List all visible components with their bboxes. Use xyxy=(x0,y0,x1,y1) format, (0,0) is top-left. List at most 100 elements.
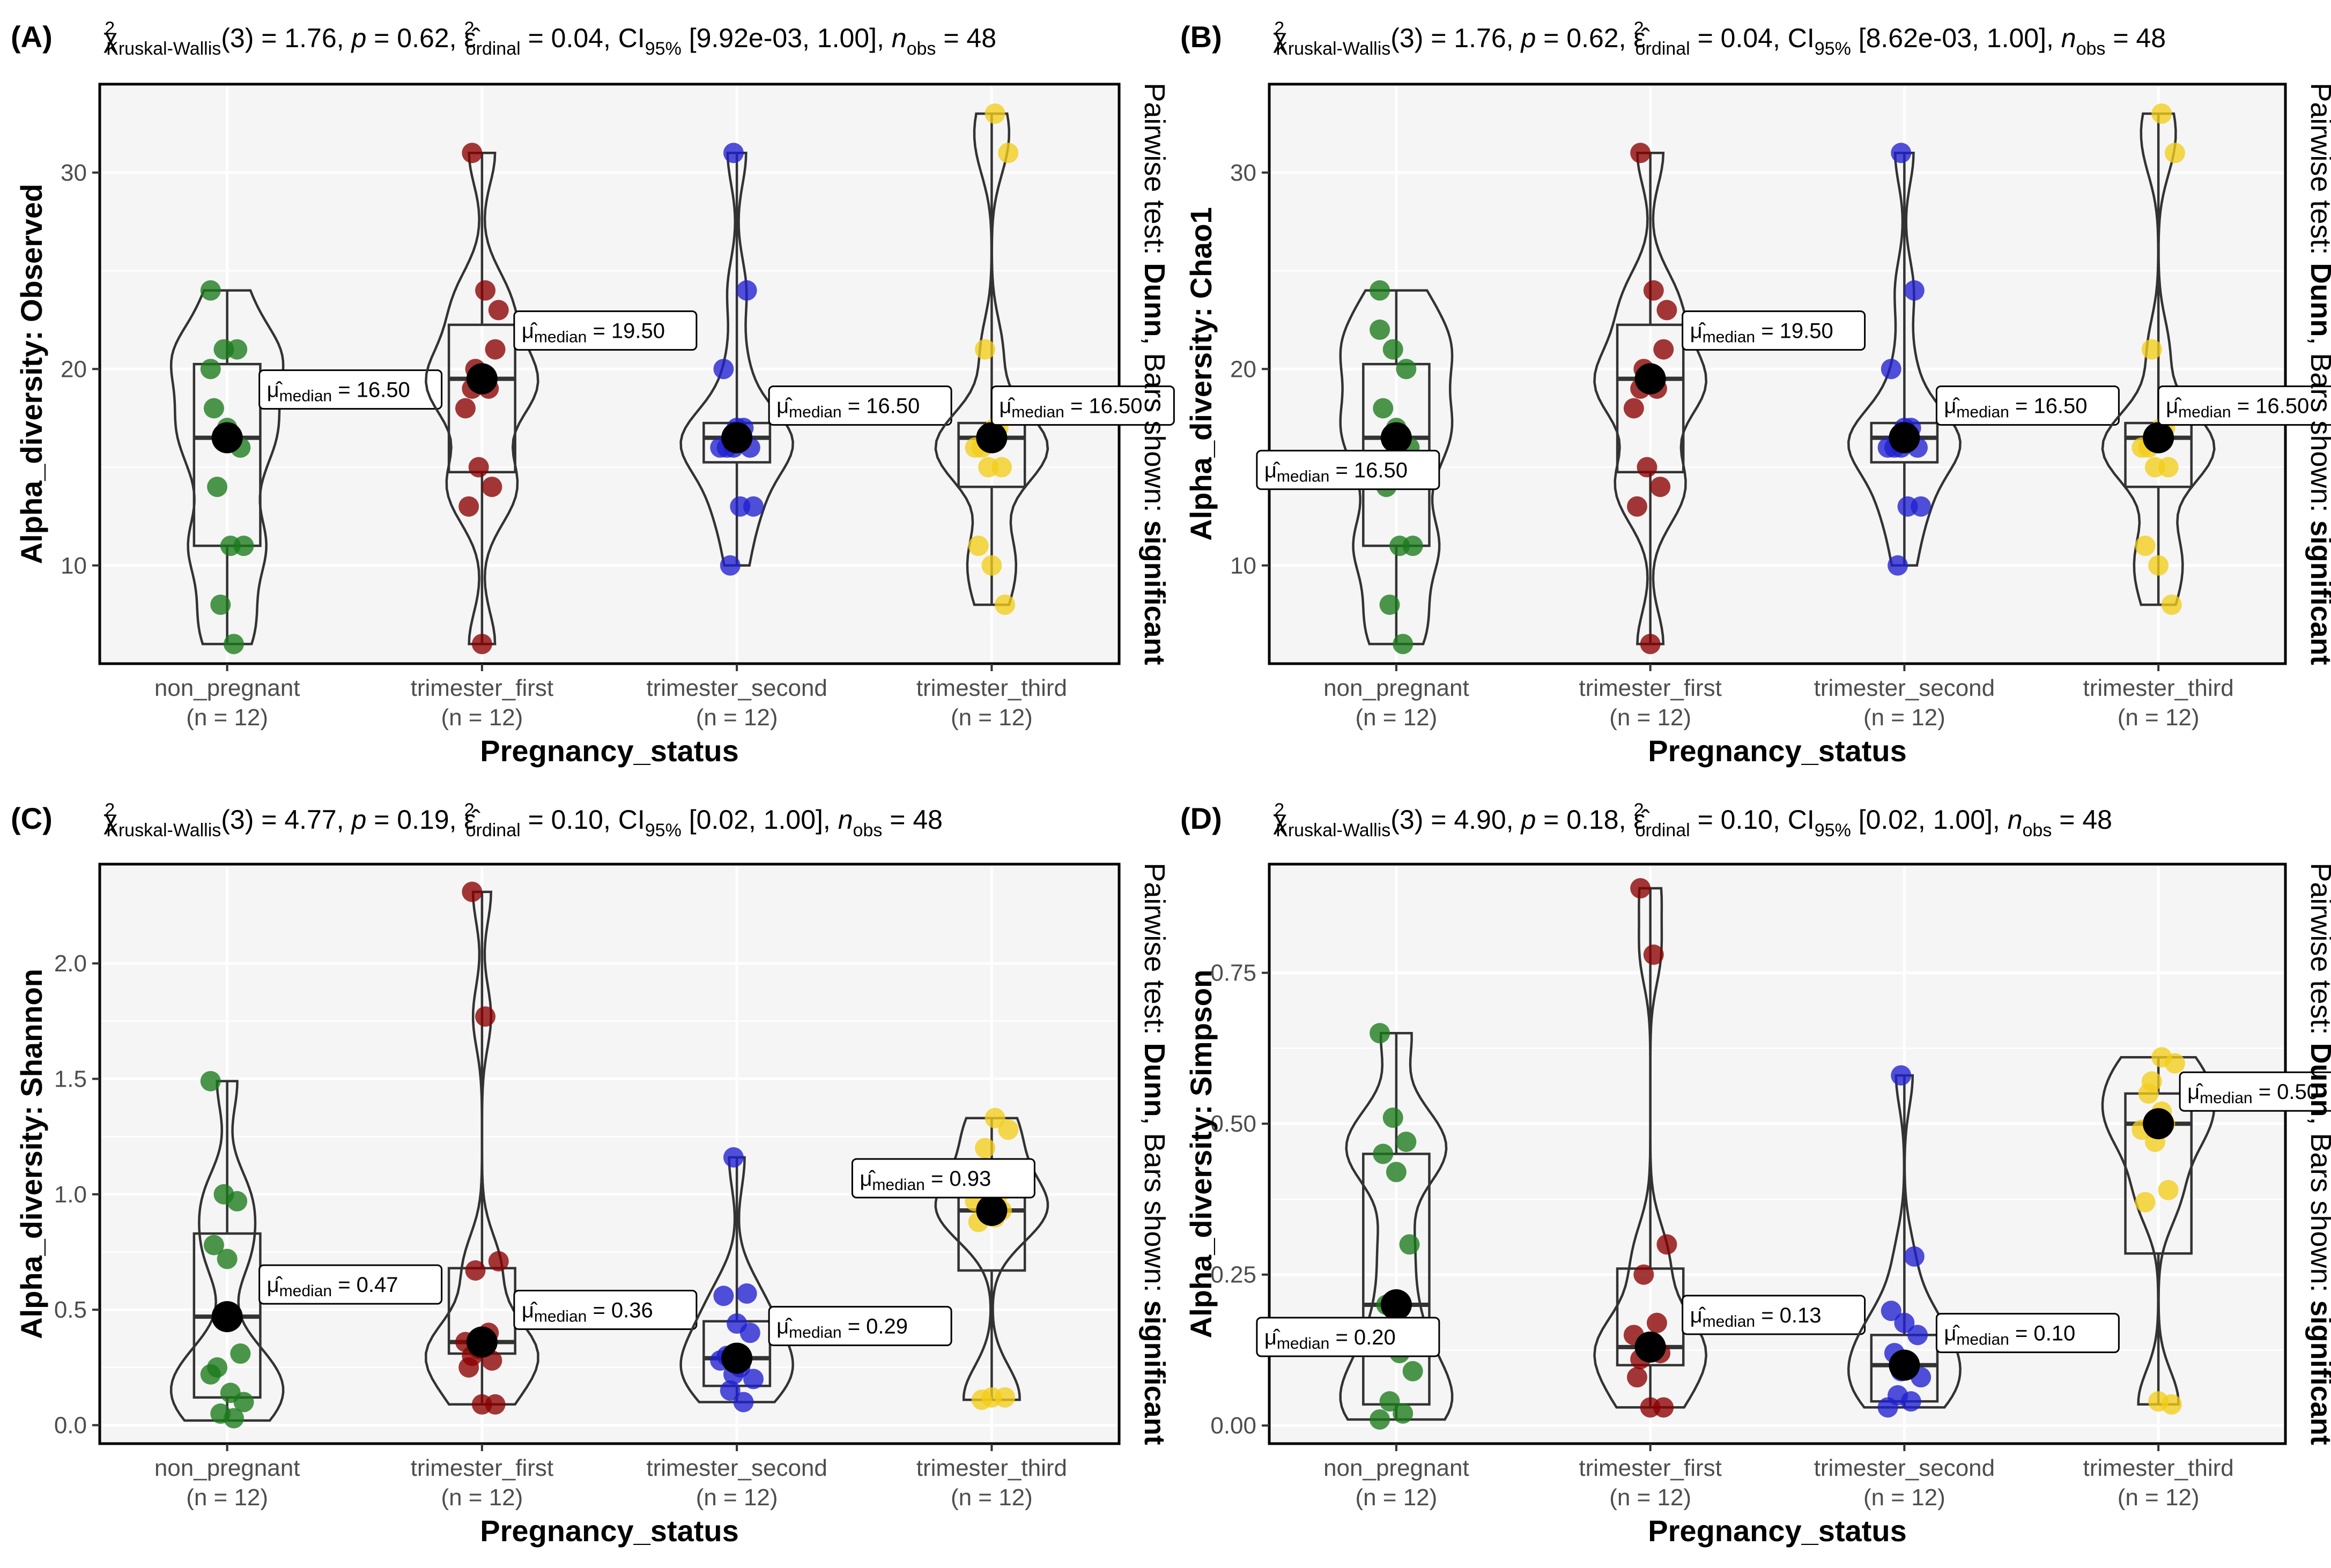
mean-point xyxy=(1889,422,1920,454)
data-point xyxy=(1900,1391,1921,1412)
data-point xyxy=(1633,1264,1654,1285)
median-label: μ̂median = 19.50 xyxy=(513,310,698,351)
median-value: 19.50 xyxy=(1780,319,1833,343)
data-point xyxy=(991,457,1012,478)
x-tick-count: (n = 12) xyxy=(1355,704,1437,731)
x-tick-label: trimester_third xyxy=(916,675,1067,701)
x-tick-count: (n = 12) xyxy=(441,1484,523,1511)
data-point xyxy=(1623,398,1644,419)
data-point xyxy=(1393,634,1414,655)
data-point xyxy=(1396,1131,1417,1152)
median-label: μ̂median = 19.50 xyxy=(1682,310,1866,351)
data-point xyxy=(1891,143,1912,164)
data-point xyxy=(1907,1325,1928,1346)
x-tick-count: (n = 12) xyxy=(1355,1484,1437,1511)
y-tick-label: 30 xyxy=(1230,160,1256,186)
data-point xyxy=(975,339,996,360)
plot-border xyxy=(98,863,1121,1445)
group-non_pregnant: non_pregnant (n = 12) μ̂median = 16.50 xyxy=(1256,280,1469,731)
median-label-box xyxy=(768,385,952,426)
x-tick-count: (n = 12) xyxy=(1609,704,1691,731)
caption-middle: , Bars shown: xyxy=(1138,337,1171,520)
median-label-box xyxy=(1682,310,1866,351)
x-tick-label: trimester_first xyxy=(1579,1455,1721,1481)
x-tick-label: trimester_first xyxy=(411,675,553,701)
chi-symbol: χ xyxy=(1273,805,1287,835)
data-point xyxy=(723,1147,744,1168)
epsilon-subscript: ordinal xyxy=(466,820,521,841)
x-tick-count: (n = 12) xyxy=(186,1484,268,1511)
data-point xyxy=(1402,536,1423,556)
stat-subtitle: χ2 Kruskal-Wallis(3) = 1.76, p = 0.62, ε̂… xyxy=(103,18,996,59)
x-tick-label: trimester_third xyxy=(916,1455,1067,1481)
data-point xyxy=(743,1369,764,1389)
data-point xyxy=(227,1191,248,1212)
panel-tag: (B) xyxy=(1180,20,1222,54)
data-point xyxy=(2158,1180,2179,1201)
x-tick-label: non_pregnant xyxy=(1323,1455,1469,1481)
median-subscript: median xyxy=(789,404,841,421)
n-symbol: n xyxy=(2008,805,2023,835)
data-point xyxy=(1373,1143,1394,1164)
median-label-text: μ̂median = 16.50 xyxy=(267,378,410,405)
data-point xyxy=(1904,280,1925,301)
median-label-box xyxy=(990,385,1175,426)
caption-test-name: Dunn xyxy=(1138,263,1171,337)
panel-tag: (A) xyxy=(11,20,53,54)
mean-point xyxy=(1889,1349,1920,1381)
p-value: = 0.19, xyxy=(366,805,464,835)
data-point xyxy=(1650,477,1671,497)
y-tick-label: 0.50 xyxy=(1210,1111,1256,1137)
data-point xyxy=(200,280,221,301)
median-value: 0.20 xyxy=(1354,1326,1396,1349)
group-trimester_second: trimester_second (n = 12) μ̂median = 16.50 xyxy=(1814,143,2120,731)
median-subscript: median xyxy=(1011,404,1064,421)
chi-superscript: 2 xyxy=(105,18,115,39)
data-point xyxy=(1643,944,1664,965)
data-point xyxy=(203,1235,224,1255)
data-point xyxy=(230,1343,251,1364)
n-subscript: obs xyxy=(2076,39,2106,59)
data-point xyxy=(1888,555,1908,576)
median-subscript: median xyxy=(2200,1089,2252,1107)
panel-tag: (C) xyxy=(11,801,53,835)
median-equals: = xyxy=(2009,1322,2034,1346)
p-value: = 0.18, xyxy=(1536,805,1633,835)
data-point xyxy=(720,1380,741,1401)
ci-subscript: 95% xyxy=(645,820,682,841)
median-value: 0.47 xyxy=(357,1273,398,1297)
median-label-box xyxy=(2157,385,2331,426)
data-point xyxy=(1881,359,1901,380)
median-equals: = xyxy=(2253,1080,2277,1104)
median-value: 16.50 xyxy=(1354,459,1408,482)
violin xyxy=(2101,112,2216,606)
median-value: 0.93 xyxy=(949,1167,991,1191)
caption-prefix: Pairwise test: xyxy=(2305,863,2331,1043)
data-point xyxy=(998,1119,1019,1140)
effect-value: = 0.10, CI xyxy=(521,805,645,835)
group-non_pregnant: non_pregnant (n = 12) μ̂median = 16.50 xyxy=(154,280,443,731)
data-point xyxy=(2148,555,2169,576)
median-label-text: μ̂median = 16.50 xyxy=(1264,459,1408,486)
p-value: = 0.62, xyxy=(366,23,464,53)
mean-point xyxy=(1634,363,1666,395)
median-label: μ̂median = 0.36 xyxy=(513,1290,698,1331)
median-equals: = xyxy=(1755,1304,1780,1327)
data-point xyxy=(200,359,221,380)
mean-point xyxy=(976,422,1008,454)
y-tick-label: 10 xyxy=(1230,553,1256,579)
data-point xyxy=(203,398,224,419)
median-label-box xyxy=(1256,1317,1440,1357)
ci-value: [8.62e-03, 1.00], xyxy=(1851,23,2061,53)
mean-point xyxy=(211,422,243,454)
median-equals: = xyxy=(332,1273,357,1297)
data-point xyxy=(471,634,492,655)
mean-point xyxy=(2143,422,2174,454)
n-value: = 48 xyxy=(2105,23,2166,53)
stat-value: (3) = 4.90, xyxy=(1390,805,1521,835)
caption-bars-shown: significant xyxy=(1138,1301,1171,1445)
stat-subtitle: χ2 Kruskal-Wallis(3) = 1.76, p = 0.62, ε̂… xyxy=(1273,18,2166,59)
mean-point xyxy=(1634,1331,1666,1363)
pairwise-caption: Pairwise test: Dunn, Bars shown: signifi… xyxy=(1138,863,1171,1445)
caption-prefix: Pairwise test: xyxy=(1138,863,1171,1043)
